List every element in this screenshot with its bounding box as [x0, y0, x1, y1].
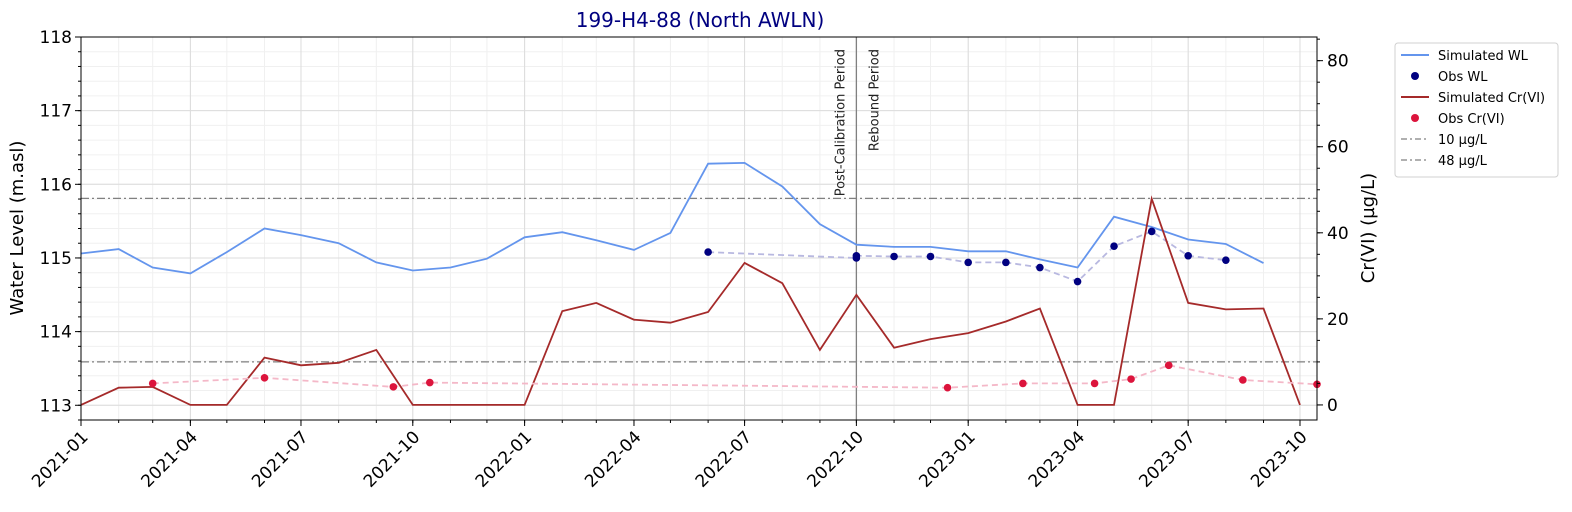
- y-left-tick-label: 116: [40, 175, 72, 195]
- data-point: [1127, 375, 1135, 383]
- data-point: [426, 378, 434, 387]
- x-tick-label: 2022-10: [804, 427, 868, 491]
- y-right-tick-label: 0: [1327, 396, 1338, 416]
- x-tick-label: 2021-10: [360, 427, 424, 491]
- data-point: [1019, 379, 1027, 388]
- x-tick-label: 2021-04: [138, 427, 202, 491]
- axes: 2021-01 2021-04 2021-07 2021-10 2022-01 2022-…: [28, 28, 1348, 492]
- data-point: [890, 252, 898, 261]
- data-point: [1239, 376, 1247, 384]
- data-point: [1222, 256, 1230, 264]
- series-trend-line: [152, 364, 1318, 389]
- data-point: [964, 258, 972, 267]
- chart-title: 199-H4-88 (North AWLN): [576, 8, 825, 32]
- series-line: [80, 195, 1301, 406]
- legend-swatch: [1411, 72, 1419, 80]
- data-point: [926, 252, 935, 261]
- x-tick-label: 2023-10: [1247, 427, 1311, 491]
- data-point: [704, 248, 712, 256]
- data-point: [1164, 361, 1173, 370]
- annotation-rebound: Rebound Period: [867, 49, 882, 151]
- y-left-tick-label: 118: [40, 28, 72, 48]
- period-divider: Post-Calibration Period Rebound Period: [833, 37, 882, 420]
- data-point: [1073, 277, 1082, 286]
- data-point: [1184, 251, 1192, 260]
- legend: Simulated WL Obs WL Simulated Cr(VI) Obs Cr…: [1394, 42, 1559, 178]
- series-layer: [80, 161, 1321, 406]
- y-axis-right-title: Cr(VI) (µg/L): [1358, 173, 1379, 283]
- data-point: [148, 379, 157, 388]
- legend-label: 48 µg/L: [1438, 154, 1488, 169]
- y-left-tick-label: 113: [40, 396, 72, 416]
- y-right-tick-label: 80: [1327, 52, 1349, 72]
- legend-box: [1394, 42, 1559, 178]
- data-point: [852, 251, 861, 260]
- legend-label: Simulated Cr(VI): [1438, 91, 1545, 106]
- x-tick-label: 2023-07: [1135, 427, 1199, 491]
- y-right-tick-label: 40: [1327, 224, 1349, 244]
- legend-label: 10 µg/L: [1438, 133, 1488, 148]
- data-point: [1036, 263, 1044, 272]
- x-tick-label: 2022-07: [692, 427, 756, 491]
- data-point: [1147, 227, 1156, 236]
- legend-swatch: [1411, 114, 1419, 122]
- data-point: [943, 383, 952, 392]
- y-axis-left-title: Water Level (m.asl): [7, 141, 28, 316]
- x-tick-label: 2022-04: [581, 427, 645, 491]
- y-right-tick-label: 60: [1327, 138, 1349, 158]
- x-tick-label: 2023-04: [1025, 427, 1089, 491]
- y-left-tick-label: 117: [40, 102, 72, 122]
- legend-label: Obs Cr(VI): [1438, 112, 1505, 127]
- data-point: [1110, 242, 1118, 250]
- annotation-post-calibration: Post-Calibration Period: [833, 49, 848, 196]
- x-tick-label: 2021-07: [248, 427, 312, 491]
- y-left-tick-label: 115: [40, 249, 72, 269]
- x-tick-label: 2021-01: [28, 427, 92, 491]
- data-point: [1090, 379, 1099, 388]
- series-trend-line: [708, 230, 1226, 283]
- legend-label: Obs WL: [1438, 70, 1488, 85]
- y-right-tick-label: 20: [1327, 310, 1349, 330]
- data-point: [1002, 258, 1010, 267]
- x-tick-label: 2023-01: [915, 427, 979, 491]
- x-tick-label: 2022-01: [472, 427, 536, 491]
- series-line: [80, 161, 1264, 275]
- data-point: [389, 383, 398, 391]
- threshold-lines: [81, 197, 1317, 363]
- legend-label: Simulated WL: [1438, 49, 1529, 64]
- data-point: [260, 374, 269, 382]
- y-left-tick-label: 114: [40, 323, 72, 343]
